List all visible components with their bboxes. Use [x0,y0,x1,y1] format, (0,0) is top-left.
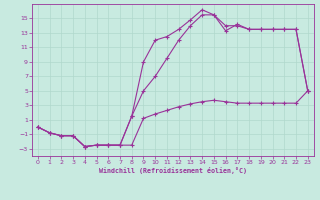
X-axis label: Windchill (Refroidissement éolien,°C): Windchill (Refroidissement éolien,°C) [99,167,247,174]
